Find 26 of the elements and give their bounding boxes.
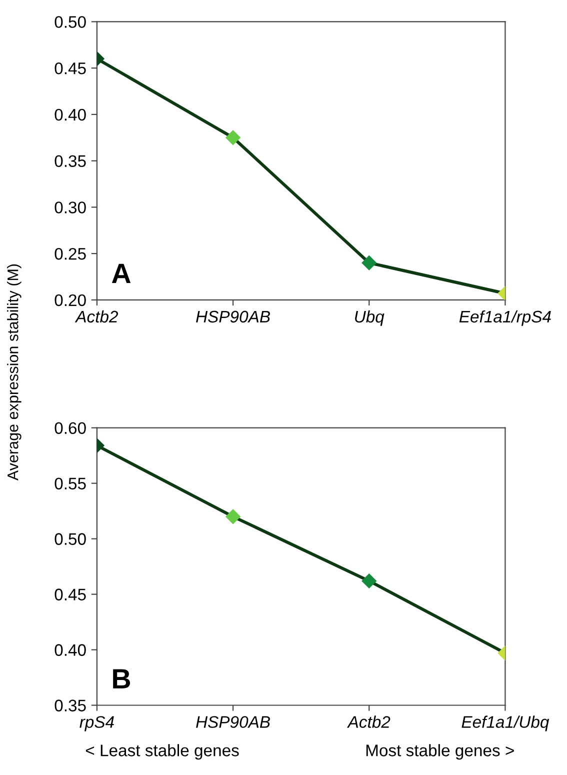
y-tick-label: 0.30 xyxy=(54,202,86,214)
y-tick-label: 0.35 xyxy=(54,155,86,168)
text: < Least stable genes xyxy=(86,744,239,760)
text: B xyxy=(113,669,130,688)
x-tick-label: Ubq xyxy=(355,310,384,326)
y-tick-label: 0.50 xyxy=(54,533,86,545)
y-tick-label: 0.35 xyxy=(54,700,86,712)
y-tick-label: 0.60 xyxy=(54,422,86,434)
y-tick-label: 0.40 xyxy=(54,644,86,656)
x-tick-label: HSP90AB xyxy=(196,310,270,323)
y-tick-label: 0.50 xyxy=(54,16,86,28)
y-tick-label: 0.25 xyxy=(54,248,86,260)
y-tick-label: 0.20 xyxy=(54,294,86,306)
y-tick-label: 0.45 xyxy=(54,588,86,600)
x-tick-label: Eef1a1/Ubq xyxy=(462,716,550,732)
x-tick-label: Actb2 xyxy=(346,716,390,728)
y-tick-label: 0.45 xyxy=(54,62,86,74)
y-axis-title: Average expression stability (M) xyxy=(7,264,22,481)
text: A xyxy=(112,264,131,284)
x-tick-label: rpS4 xyxy=(80,716,114,732)
y-tick-label: 0.55 xyxy=(54,478,86,490)
y-tick-label: 0.40 xyxy=(54,108,86,121)
x-tick-label: HSP90AB xyxy=(196,716,270,728)
text: Most stable genes > xyxy=(366,744,514,760)
x-tick-label: Eef1a1/rpS4 xyxy=(459,310,551,326)
x-tick-label: Actb2 xyxy=(74,310,118,323)
